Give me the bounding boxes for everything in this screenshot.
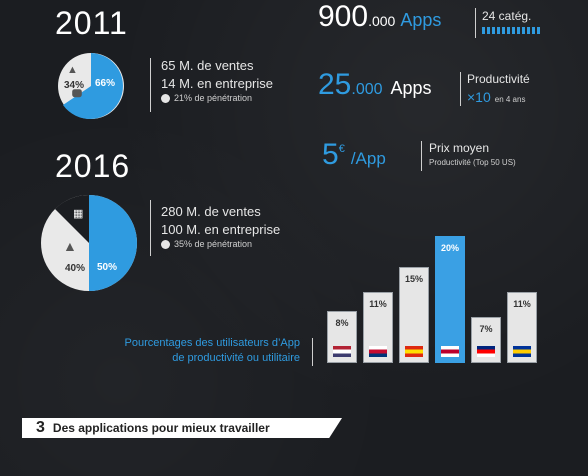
bar-japon: 20% (435, 236, 465, 363)
separator-apps-total (475, 8, 476, 38)
pie-2016-right-label: 50% (97, 262, 118, 273)
apps-productivity-word: Apps (390, 78, 432, 98)
bar-value-label: 20% (440, 243, 459, 253)
bar-value-label: 11% (513, 299, 531, 309)
price-row: 5 € /App (322, 138, 386, 172)
productivity-label: Productivité (467, 72, 530, 86)
sales-2011: 65 M. de ventes (161, 58, 254, 73)
android-icon: ▲ (67, 64, 78, 76)
categories-bar-icon (482, 27, 542, 34)
country-bar-chart: 8% 11% 15% 20% 7% 11% (327, 230, 547, 363)
bar-chine: 15% (399, 267, 429, 363)
flag-icon (513, 346, 531, 357)
separator-2011 (150, 58, 151, 112)
categories-label: 24 catég. (482, 9, 532, 23)
stats-2011: 65 M. de ventes 14 M. en entreprise 21% … (161, 57, 273, 103)
pie-2016: 40% 50% ▲ ▦ (39, 193, 139, 293)
flag-icon (405, 346, 423, 357)
stats-2016: 280 M. de ventes 100 M. en entreprise 35… (161, 203, 280, 249)
apps-productivity-value: 25 (318, 68, 352, 101)
penetration-pie-icon (161, 93, 170, 103)
pie-2016-chart (41, 194, 137, 291)
sales-2016: 280 M. de ventes (161, 204, 261, 219)
flag-icon (477, 346, 495, 357)
android-icon: ▲ (63, 238, 77, 254)
penetration-2016-row: 35% de pénétration (161, 239, 280, 249)
separator-price (421, 141, 422, 171)
separator-caption (312, 338, 313, 366)
enterprise-2011: 14 M. en entreprise (161, 76, 274, 91)
price-value: 5 (322, 138, 339, 171)
bar-cor-e-du-sud: 11% (363, 292, 393, 363)
pie-2011-left-label: 34% (64, 80, 85, 91)
section-number: 3 (36, 419, 45, 436)
price-per-app: /App (350, 149, 386, 168)
enterprise-2016: 100 M. en entreprise (161, 222, 281, 237)
apps-productivity-suffix: .000 (351, 81, 383, 98)
penetration-2016: 35% de pénétration (174, 239, 253, 249)
multiplier-note: en 4 ans (494, 95, 526, 104)
penetration-2011-row: 21% de pénétration (161, 93, 273, 103)
bars-caption: Pourcentages des utilisateurs d’App de p… (60, 336, 301, 366)
flag-icon (441, 346, 459, 357)
price-label: Prix moyen (429, 141, 490, 155)
year-2016: 2016 (55, 148, 131, 184)
penetration-pie-icon (161, 239, 170, 249)
price-currency: € (338, 143, 345, 155)
pie-2011: 34% 66% ▲ (57, 52, 125, 120)
penetration-2011: 21% de pénétration (174, 93, 253, 103)
section-title: Des applications pour mieux travailler (52, 421, 270, 435)
multiplier-value: ×10 (467, 89, 491, 105)
apps-total-word: Apps (400, 10, 442, 30)
windows-icon: ▦ (73, 208, 84, 220)
bars-caption-line1: Pourcentages des utilisateurs d’App (124, 337, 301, 349)
pie-2011-chart (58, 53, 124, 119)
price-note: Productivité (Top 50 US) (429, 158, 516, 167)
multiplier-row: ×10 en 4 ans (467, 89, 525, 105)
separator-apps-productivity (460, 72, 461, 106)
bars-caption-line2: de productivité ou utilitaire (172, 352, 300, 364)
pie-2016-left-label: 40% (65, 263, 86, 274)
apps-total-value: 900 (318, 0, 369, 33)
flag-icon (369, 346, 387, 357)
bar-value-label: 8% (335, 318, 349, 328)
apps-total-suffix: .000 (368, 13, 396, 29)
bar-value-label: 15% (404, 274, 423, 284)
bar-europe: 11% (507, 292, 537, 363)
bar-value-label: 11% (369, 299, 387, 309)
flag-icon (333, 346, 351, 357)
bar--tats-unis: 8% (327, 311, 357, 363)
apps-total-row: 900 .000 Apps (318, 0, 441, 34)
separator-2016 (150, 200, 151, 256)
pie-2011-right-label: 66% (95, 78, 116, 89)
year-2011: 2011 (55, 5, 128, 41)
bar-value-label: 7% (479, 324, 493, 334)
bar-australie: 7% (471, 317, 501, 363)
apps-productivity-row: 25 .000 Apps (318, 68, 432, 102)
section-banner: 3 Des applications pour mieux travailler (22, 418, 342, 438)
